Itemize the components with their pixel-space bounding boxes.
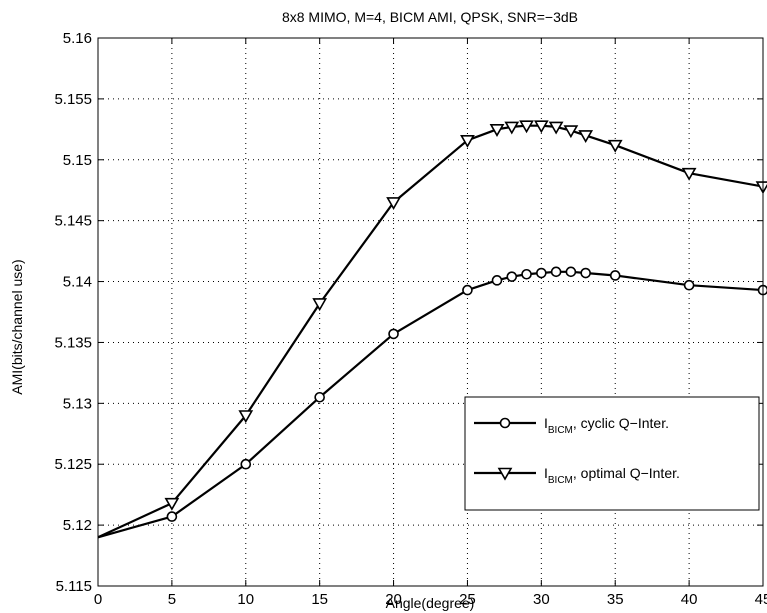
data-point xyxy=(240,458,252,470)
tick-labels: 0 5 10 15 20 25 30 35 40 45 5.115 5.12 5.125 5.13 5.13… xyxy=(54,30,767,608)
data-point xyxy=(462,284,473,296)
plot-frame xyxy=(97,37,764,587)
data-point xyxy=(578,130,594,144)
data-point xyxy=(489,124,505,137)
x-tick-label: 25 xyxy=(459,591,476,608)
data-point xyxy=(506,271,518,282)
legend-label: IBICM, cyclic Q−Inter. xyxy=(544,415,669,436)
data-point xyxy=(386,197,401,211)
data-point xyxy=(164,497,180,511)
x-tick-label: 20 xyxy=(385,591,402,608)
data-point xyxy=(238,410,254,424)
data-point xyxy=(504,121,520,135)
data-point xyxy=(388,328,399,340)
x-tick-label: 10 xyxy=(237,591,254,608)
data-point xyxy=(312,298,328,312)
data-point xyxy=(580,267,591,279)
data-point xyxy=(609,270,621,281)
y-tick-label: 5.12 xyxy=(63,517,92,534)
series-1 xyxy=(97,266,767,539)
legend-box xyxy=(464,396,760,511)
series-lines xyxy=(97,120,767,539)
y-tick-label: 5.14 xyxy=(63,274,92,291)
y-tick-label: 5.125 xyxy=(54,456,92,473)
data-point xyxy=(519,120,534,134)
series-line xyxy=(97,124,764,539)
data-point xyxy=(683,279,695,291)
grid xyxy=(98,38,763,586)
legend: IBICM, cyclic Q−Inter. IBICM, optimal Q−I… xyxy=(464,396,760,511)
x-tick-label: 30 xyxy=(533,591,550,608)
data-point xyxy=(550,266,562,278)
y-tick-label: 5.155 xyxy=(54,91,92,108)
series-line xyxy=(97,270,764,539)
y-tick-label: 5.16 xyxy=(63,30,92,47)
data-point xyxy=(314,391,325,403)
y-tick-label: 5.135 xyxy=(54,334,92,351)
x-tick-label: 0 xyxy=(94,591,102,608)
data-point xyxy=(166,511,178,522)
data-point xyxy=(563,125,579,139)
legend-marker xyxy=(499,417,511,429)
x-tick-label: 5 xyxy=(168,591,176,608)
data-point xyxy=(565,266,577,278)
data-point xyxy=(491,275,503,286)
y-tick-label: 5.15 xyxy=(63,152,92,169)
data-point xyxy=(521,268,532,280)
data-point xyxy=(533,120,549,134)
x-tick-label: 40 xyxy=(681,591,698,608)
legend-entry-2: IBICM, optimal Q−Inter. xyxy=(474,465,680,486)
x-tick-label: 45 xyxy=(755,591,767,608)
legend-entry-1: IBICM, cyclic Q−Inter. xyxy=(474,415,669,436)
x-tick-label: 15 xyxy=(311,591,328,608)
series-2 xyxy=(97,120,767,539)
chart-title: 8x8 MIMO, M=4, BICM AMI, QPSK, SNR=−3dB xyxy=(282,9,578,25)
y-tick-label: 5.13 xyxy=(63,395,92,412)
data-point xyxy=(607,139,623,153)
x-axis-label: Angle(degree) xyxy=(386,595,475,611)
data-point xyxy=(548,121,564,135)
y-tick-label: 5.145 xyxy=(54,213,92,230)
data-point xyxy=(460,134,475,148)
data-point xyxy=(681,167,697,181)
y-axis-label: AMI(bits/channel use) xyxy=(9,259,25,394)
data-point xyxy=(536,267,547,279)
legend-marker xyxy=(497,467,513,481)
x-tick-label: 35 xyxy=(607,591,624,608)
y-tick-label: 5.115 xyxy=(56,578,92,595)
legend-label: IBICM, optimal Q−Inter. xyxy=(544,465,680,486)
